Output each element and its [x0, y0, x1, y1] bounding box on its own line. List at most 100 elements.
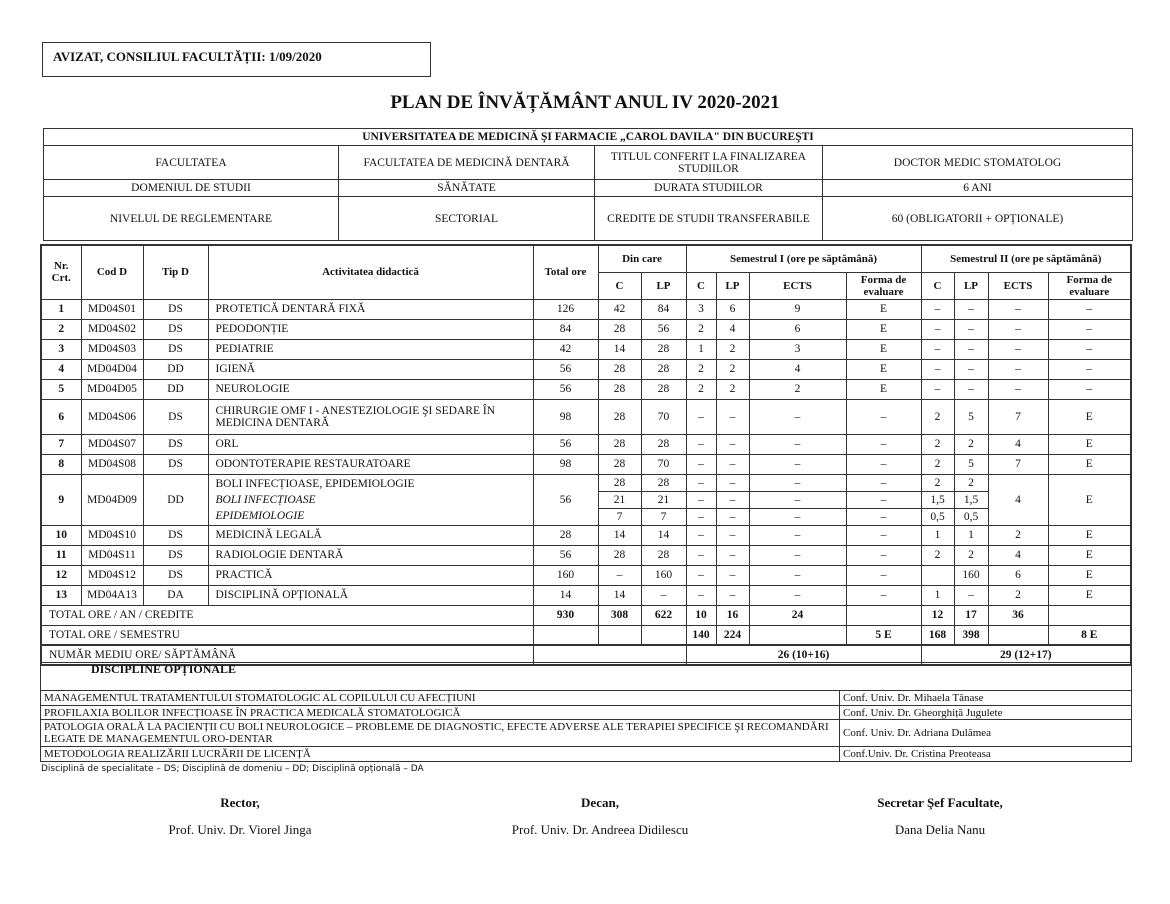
table-cell: 24 — [748, 604, 847, 626]
table-cell: MD04S08 — [80, 453, 144, 475]
table-cell: – — [715, 453, 750, 475]
table-cell: – — [1047, 358, 1132, 380]
info-value: DOCTOR MEDIC STOMATOLOG — [822, 145, 1133, 180]
table-cell: – — [685, 398, 717, 435]
table-cell: DS — [142, 398, 209, 435]
table-cell: 2 — [715, 378, 750, 400]
activity-name: IGIENĂ — [207, 358, 534, 380]
col-total: Total ore — [532, 244, 599, 300]
table-cell: 28 — [597, 473, 642, 492]
table-cell: – — [1047, 338, 1132, 360]
table-cell: 56 — [532, 544, 599, 566]
signature-title: Secretar Şef Facultate, — [877, 795, 1003, 810]
table-cell: – — [845, 398, 922, 435]
optional-teacher: Conf.Univ. Dr. Cristina Preoteasa — [839, 746, 1132, 762]
info-label: NIVELUL DE REGLEMENTARE — [43, 196, 339, 241]
col-lp: LP — [640, 271, 687, 300]
table-cell: – — [640, 584, 687, 606]
table-cell: 160 — [532, 564, 599, 586]
table-cell: 14 — [640, 524, 687, 546]
col-s2-c: C — [920, 271, 955, 300]
table-cell: 0,5 — [920, 507, 955, 526]
table-cell: 28 — [597, 453, 642, 475]
table-cell: 28 — [640, 544, 687, 566]
table-cell: – — [685, 473, 717, 492]
table-cell: – — [685, 507, 717, 526]
table-cell: 2 — [685, 358, 717, 380]
table-cell: – — [685, 544, 717, 566]
table-cell: MD04S02 — [80, 318, 144, 340]
table-cell: 28 — [597, 378, 642, 400]
table-row: 1 MD04S01 DS PROTETICĂ DENTARĂ FIXĂ 126 42 84 3… — [40, 298, 1132, 320]
table-cell: – — [715, 524, 750, 546]
col-c: C — [597, 271, 642, 300]
table-cell: MD04S10 — [80, 524, 144, 546]
table-cell: 70 — [640, 398, 687, 435]
activity-sub-name: BOLI INFECȚIOASE — [215, 493, 316, 506]
table-cell: – — [748, 473, 847, 492]
table-cell: 0,5 — [953, 507, 989, 526]
table-cell: – — [597, 564, 642, 586]
table-cell: 1 — [40, 298, 82, 320]
table-cell: 2 — [953, 544, 989, 566]
optional-item: MANAGEMENTUL TRATAMENTULUI STOMATOLOGIC … — [40, 689, 1132, 706]
table-cell: DS — [142, 298, 209, 320]
optional-item: PATOLOGIA ORALĂ LA PACIENȚII CU BOLI NEU… — [40, 719, 1132, 748]
table-cell — [987, 624, 1049, 646]
table-cell: 28 — [640, 473, 687, 492]
table-cell: 9 — [40, 473, 82, 526]
table-cell: DS — [142, 338, 209, 360]
table-cell: – — [715, 473, 750, 492]
activity-name: DISCIPLINĂ OPȚIONALĂ — [207, 584, 534, 606]
table-cell: 5 E — [845, 624, 922, 646]
activity-name: ORL — [207, 433, 534, 455]
activity-sub-name: EPIDEMIOLOGIE — [215, 509, 305, 522]
table-cell: E — [845, 358, 922, 380]
table-cell: 21 — [640, 490, 687, 509]
table-row: 9 MD04D09 DD BOLI INFECȚIOASE, EPIDEMIOLOGI… — [40, 473, 1132, 526]
table-cell: – — [748, 453, 847, 475]
table-cell: 28 — [532, 524, 599, 546]
table-cell: – — [845, 490, 922, 509]
table-cell: 28 — [640, 433, 687, 455]
table-cell: 7 — [987, 453, 1049, 475]
table-cell: – — [953, 378, 989, 400]
table-cell: E — [845, 318, 922, 340]
table-cell: DA — [142, 584, 209, 606]
table-row: 2 MD04S02 DS PEDODONȚIE 84 28 56 2 4 6 E – – – – — [40, 318, 1132, 340]
table-cell: 2 — [987, 584, 1049, 606]
table-cell: 84 — [640, 298, 687, 320]
table-cell: MD04S06 — [80, 398, 144, 435]
table-cell: E — [1047, 564, 1132, 586]
table-cell: 8 — [40, 453, 82, 475]
signature-title: Decan, — [581, 795, 619, 810]
table-cell: 4 — [715, 318, 750, 340]
table-cell: 56 — [532, 473, 599, 526]
table-cell: 7 — [40, 433, 82, 455]
table-cell: – — [1047, 318, 1132, 340]
curriculum-table: Nr. Crt. Cod D Tip D Activitatea didacti… — [40, 244, 1132, 666]
table-cell: – — [685, 490, 717, 509]
signature-name: Dana Delia Nanu — [894, 822, 986, 837]
table-cell: MD04A13 — [80, 584, 144, 606]
table-cell — [640, 624, 687, 646]
table-cell: MD04S01 — [80, 298, 144, 320]
table-cell: – — [845, 453, 922, 475]
table-cell: 28 — [640, 378, 687, 400]
table-cell: 14 — [597, 338, 642, 360]
activity-name: PRACTICĂ — [207, 564, 534, 586]
table-cell: E — [1047, 398, 1132, 435]
table-cell: 10 — [40, 524, 82, 546]
table-cell: 2 — [920, 453, 955, 475]
optional-discipline: PROFILAXIA BOLILOR INFECȚIOASE ÎN PRACTI… — [40, 704, 840, 721]
table-cell: 930 — [532, 604, 599, 626]
info-value: 60 (OBLIGATORII + OPȚIONALE) — [822, 196, 1133, 241]
table-cell: – — [845, 524, 922, 546]
col-tip: Tip D — [142, 244, 209, 300]
table-cell: 5 — [40, 378, 82, 400]
table-cell: 2 — [685, 378, 717, 400]
activity-name: NEUROLOGIE — [207, 378, 534, 400]
table-cell: – — [987, 318, 1049, 340]
legend-note: Disciplină de specialitate – DS; Discipl… — [41, 764, 424, 774]
table-cell: 28 — [597, 398, 642, 435]
